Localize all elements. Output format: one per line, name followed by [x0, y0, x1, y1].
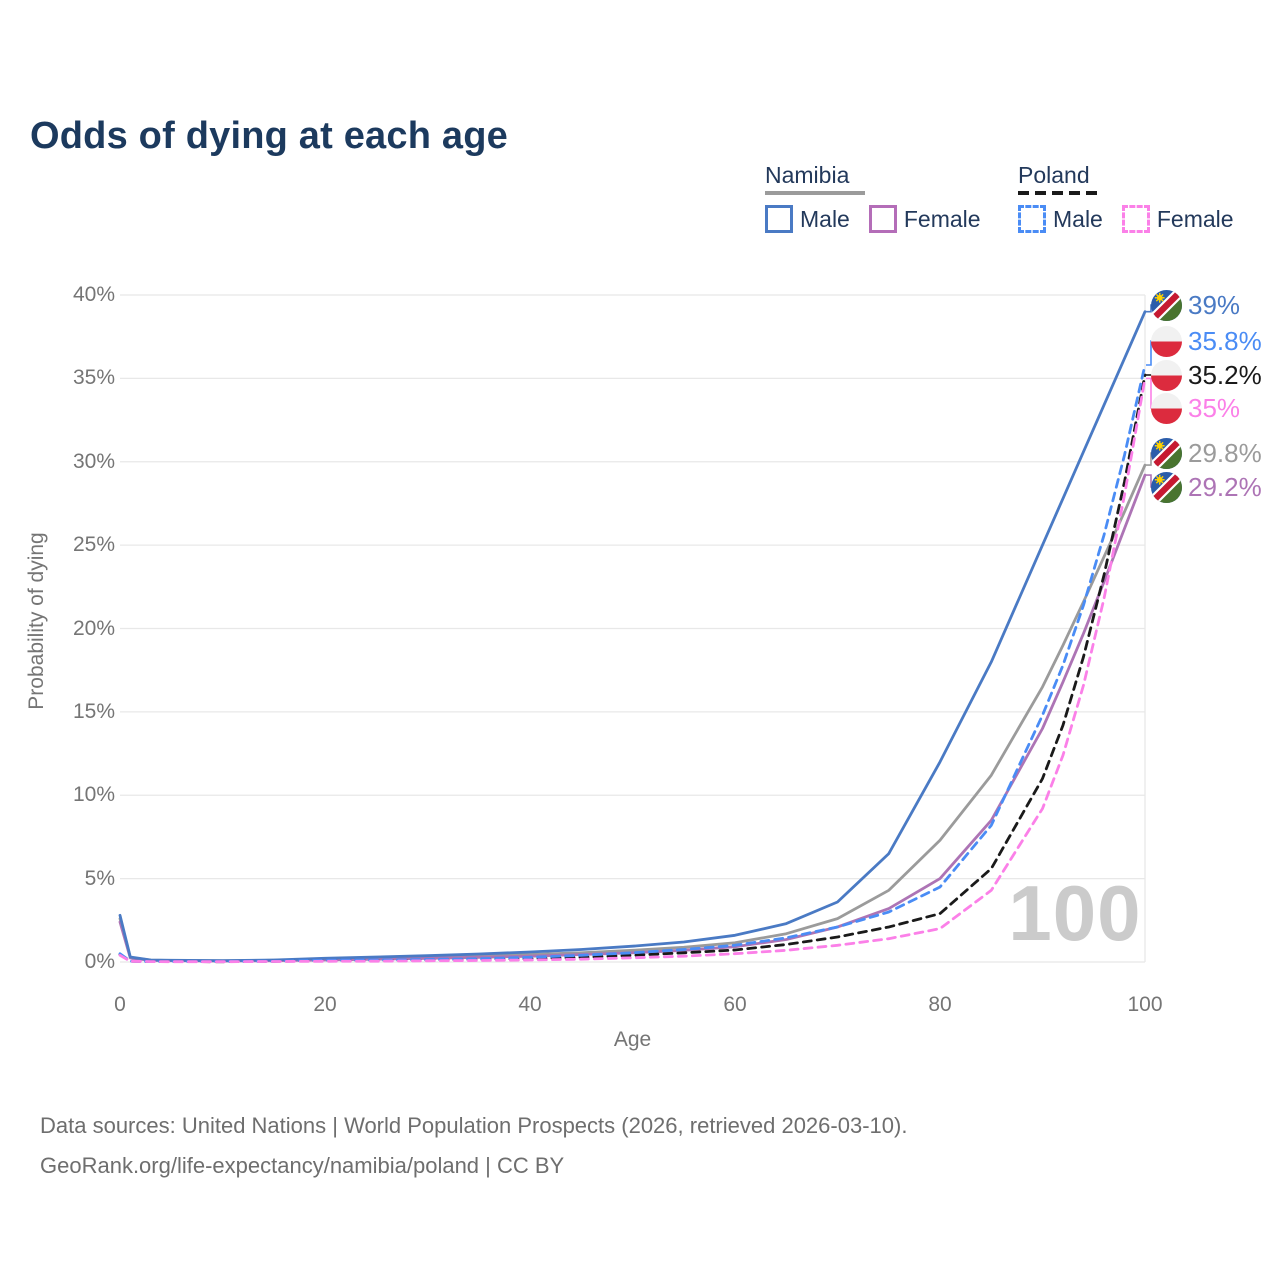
y-tick-5: 5% — [84, 866, 115, 890]
x-axis-title: Age — [613, 1028, 652, 1051]
legend-item-label: Female — [903, 205, 981, 232]
x-tick-80: 80 — [928, 993, 952, 1016]
series-line-poland-female — [118, 376, 1147, 964]
end-label-value: 35.2% — [1188, 359, 1262, 390]
x-tick-100: 100 — [1127, 993, 1163, 1016]
end-label-value: 29.8% — [1188, 437, 1262, 468]
legend-group-namibia: Namibia Male Female — [765, 162, 1000, 233]
y-tick-10: 10% — [72, 783, 115, 807]
poland-flag-icon — [1151, 359, 1182, 391]
x-tick-20: 20 — [313, 993, 337, 1016]
namibia-flag-icon — [1151, 471, 1182, 503]
female-swatch-icon — [1121, 205, 1150, 233]
legend-item-poland-male[interactable]: Male — [1018, 205, 1103, 233]
x-tick-60: 60 — [723, 993, 747, 1016]
legend-items-poland: Male Female — [1018, 205, 1253, 233]
footer: Data sources: United Nations | World Pop… — [40, 1106, 907, 1186]
legend-item-namibia-male[interactable]: Male — [765, 205, 850, 233]
y-tick-15: 15% — [72, 699, 115, 723]
end-label-value: 39% — [1188, 289, 1241, 320]
y-tick-40: 40% — [72, 283, 115, 306]
age-watermark: 100 — [1008, 869, 1142, 957]
end-label-39: 39% — [1151, 289, 1240, 321]
series-line-namibia-all — [118, 463, 1147, 963]
footer-attribution-line: GeoRank.org/life-expectancy/namibia/pola… — [40, 1153, 565, 1178]
end-label-35: 35% — [1151, 392, 1240, 424]
male-swatch-icon — [1018, 205, 1046, 233]
end-label-358: 35.8% — [1151, 325, 1262, 357]
y-tick-0: 0% — [84, 950, 115, 973]
legend-item-label: Male — [800, 205, 850, 232]
y-tick-30: 30% — [72, 449, 115, 473]
chart-title: Odds of dying at each age — [30, 115, 508, 158]
legend-items-namibia: Male Female — [765, 205, 1000, 233]
y-tick-35: 35% — [72, 366, 115, 390]
end-label-value: 35% — [1188, 392, 1241, 423]
namibia-flag-icon — [1151, 437, 1182, 469]
series-line-namibia-male — [118, 310, 1147, 963]
legend-item-namibia-female[interactable]: Female — [868, 205, 981, 233]
x-tick-0: 0 — [114, 993, 126, 1016]
end-label-value: 35.8% — [1188, 325, 1262, 356]
legend-item-label: Female — [1156, 205, 1234, 232]
legend-group-poland: Poland Male Female — [1018, 162, 1253, 233]
legend-item-label: Male — [1053, 205, 1103, 232]
end-label-298: 29.8% — [1151, 437, 1262, 469]
poland-flag-icon — [1151, 392, 1182, 424]
namibia-flag-icon — [1151, 289, 1182, 321]
end-label-value: 29.2% — [1188, 471, 1262, 502]
female-swatch-icon — [868, 205, 897, 233]
legend-item-poland-female[interactable]: Female — [1121, 205, 1234, 233]
legend-country-linestyle-namibia — [765, 191, 865, 195]
y-tick-25: 25% — [72, 533, 115, 557]
end-label-292: 29.2% — [1151, 471, 1262, 503]
end-label-352: 35.2% — [1151, 359, 1262, 391]
footer-source-line: Data sources: United Nations | World Pop… — [40, 1113, 908, 1138]
y-axis-title: Probability of dying — [25, 532, 48, 710]
x-tick-40: 40 — [518, 993, 542, 1016]
legend-country-linestyle-poland — [1018, 191, 1100, 195]
y-tick-20: 20% — [72, 616, 115, 640]
series-line-poland-all — [118, 373, 1147, 964]
legend-country-label-namibia[interactable]: Namibia — [765, 162, 850, 188]
poland-flag-icon — [1151, 325, 1182, 357]
legend-country-label-poland[interactable]: Poland — [1018, 162, 1090, 188]
male-swatch-icon — [765, 205, 793, 233]
